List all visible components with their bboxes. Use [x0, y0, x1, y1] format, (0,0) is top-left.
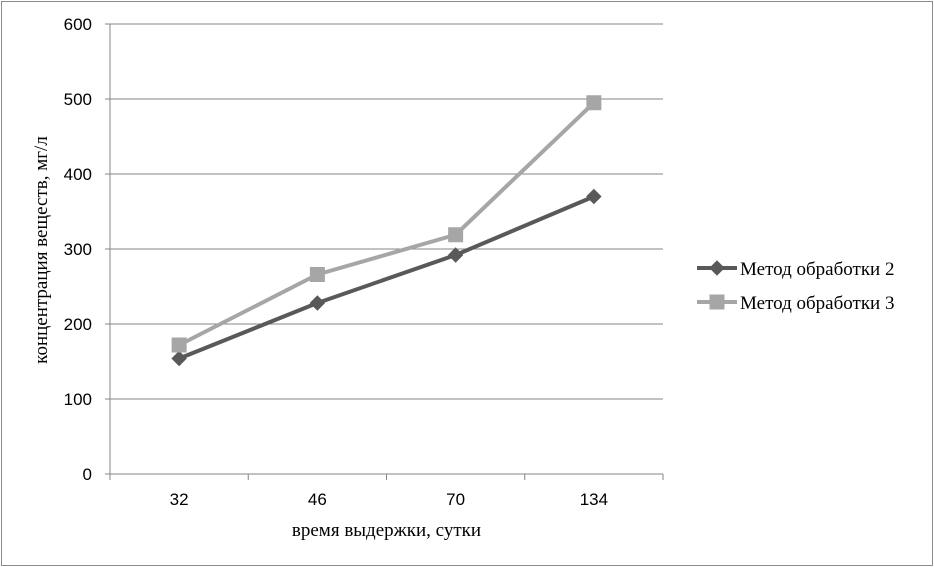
x-tick-label: 134 — [580, 490, 608, 509]
series-2 — [171, 95, 602, 353]
legend-marker — [709, 294, 725, 310]
y-tick-labels: 0 100 200 300 400 500 600 — [64, 15, 92, 484]
axes — [105, 23, 664, 480]
data-point — [586, 95, 602, 111]
gridlines — [110, 23, 663, 400]
series-layer — [171, 95, 602, 367]
y-tick-label: 0 — [83, 465, 92, 484]
series-line — [178, 101, 596, 347]
y-tick-label: 200 — [64, 315, 92, 334]
legend-marker — [709, 260, 725, 276]
x-tick-labels: 32 46 70 134 — [170, 490, 608, 509]
x-tick-label: 70 — [446, 490, 465, 509]
x-axis-label: время выдержки, сутки — [292, 520, 481, 541]
y-tick-label: 500 — [64, 90, 92, 109]
series-line — [178, 194, 595, 361]
data-point — [171, 350, 187, 367]
data-point — [586, 188, 602, 205]
y-axis-label: концентрация веществ, мг/л — [31, 136, 52, 364]
legend: Метод обработки 2 Метод обработки 3 — [697, 259, 894, 314]
data-point — [447, 247, 464, 263]
y-tick-label: 600 — [64, 15, 92, 34]
y-tick-label: 400 — [64, 165, 92, 184]
x-tick-label: 46 — [308, 490, 327, 509]
series-1 — [171, 188, 602, 367]
y-tick-label: 100 — [64, 390, 92, 409]
x-tick-label: 32 — [170, 490, 189, 509]
legend-item: Метод обработки 3 — [697, 293, 894, 314]
data-point — [448, 227, 464, 243]
legend-label: Метод обработки 2 — [740, 259, 894, 280]
data-point — [309, 295, 326, 311]
legend-label: Метод обработки 3 — [740, 293, 894, 314]
y-tick-label: 300 — [64, 240, 92, 259]
data-point — [309, 267, 325, 282]
data-point — [171, 337, 187, 353]
legend-item: Метод обработки 2 — [697, 259, 894, 280]
